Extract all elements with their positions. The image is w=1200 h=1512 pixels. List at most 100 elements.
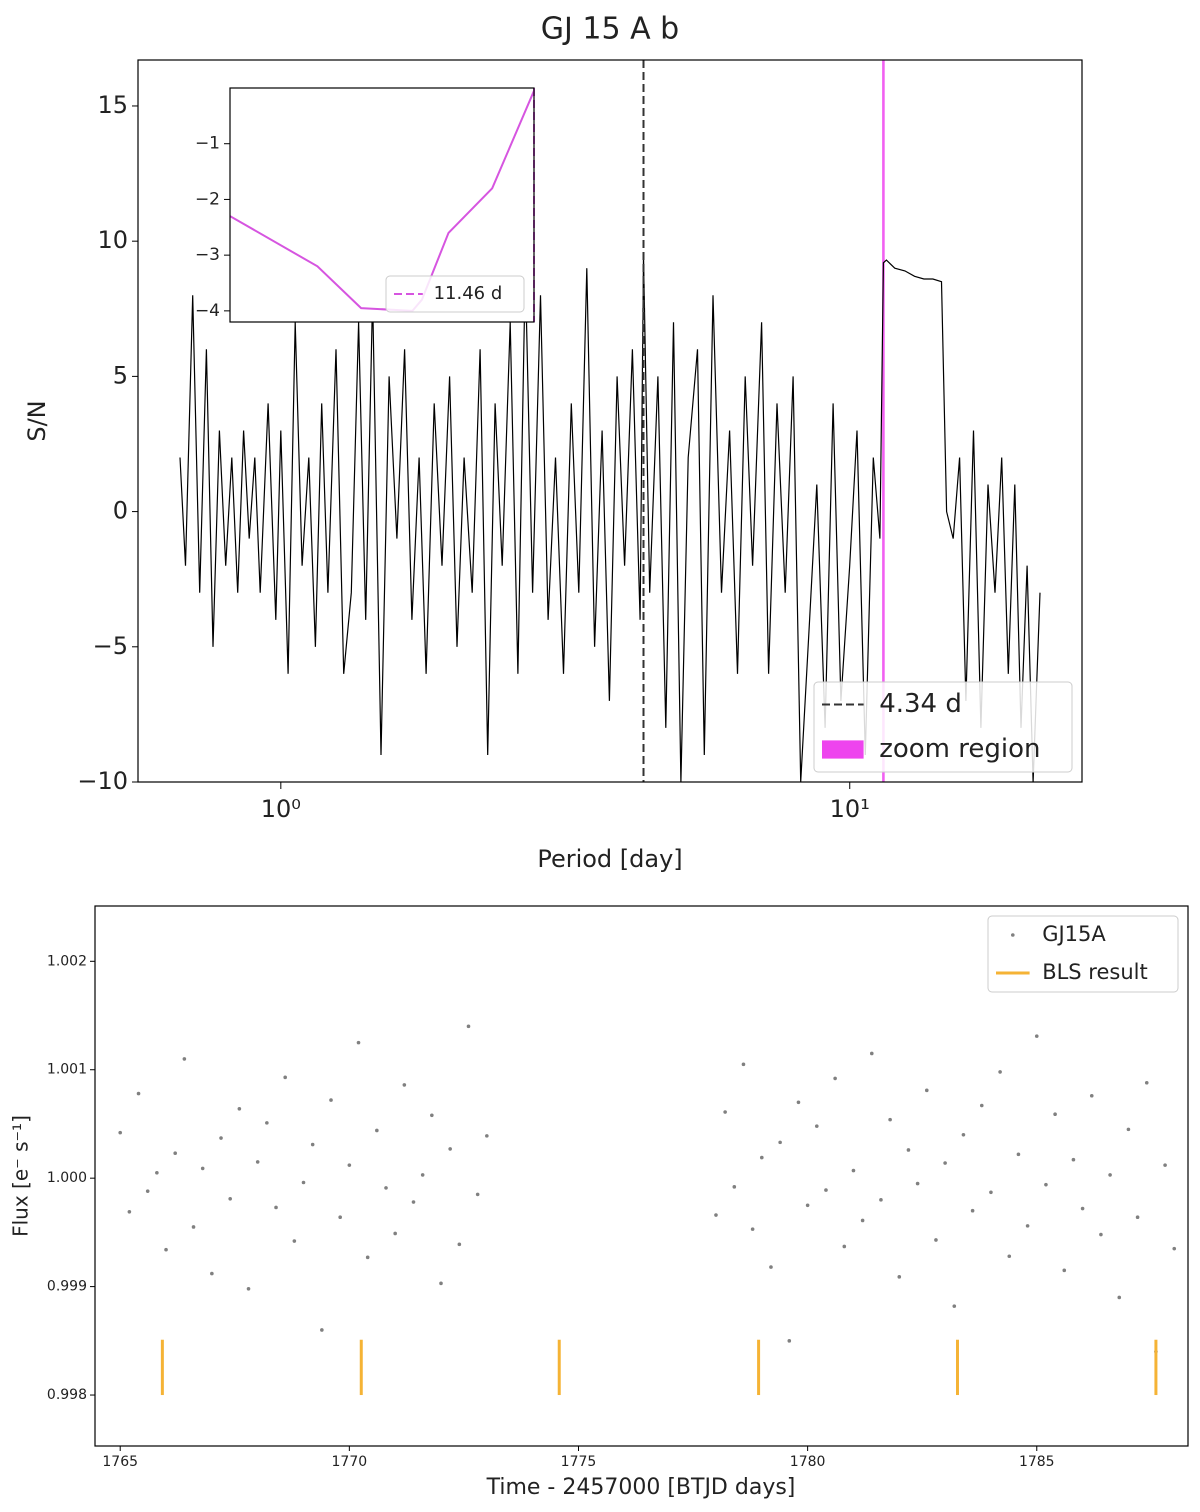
data-point [1071,1157,1076,1162]
legend-label: zoom region [879,734,1040,764]
x-tick-label: 10⁰ [261,795,301,823]
legend-label: GJ15A [1042,922,1106,946]
data-point [741,1062,746,1067]
x-axis-label: Time - 2457000 [BTJD days] [486,1475,796,1500]
y-tick-label: 15 [97,91,128,119]
legend-box [813,681,1073,773]
y-tick-label: 10 [97,226,128,254]
data-point [384,1186,388,1190]
x-tick-label: 1765 [102,1454,138,1470]
legend-box [987,915,1179,993]
data-point [136,1091,141,1096]
data-point [411,1200,416,1204]
legend-label: BLS result [1042,960,1148,984]
data-point [365,1255,370,1260]
y-tick-label: −1 [195,134,220,154]
y-tick-label: 1.001 [47,1062,87,1078]
legend-box [385,275,525,313]
data-point [1117,1295,1122,1300]
data-point [897,1275,902,1279]
data-point [292,1239,297,1243]
data-point [860,1218,865,1223]
data-point [329,1098,333,1102]
x-tick-label: 1785 [1019,1454,1055,1470]
data-point [833,1076,837,1081]
data-point [1053,1112,1057,1116]
data-point [970,1208,975,1213]
data-point [824,1188,828,1192]
data-point [393,1231,397,1236]
data-point [796,1100,801,1105]
data-point [1144,1080,1149,1085]
data-point [375,1128,379,1133]
data-point [769,1265,773,1269]
data-point [173,1151,177,1156]
data-point [1089,1093,1094,1098]
data-point [1034,1034,1039,1038]
data-point [750,1227,755,1231]
data-point [915,1181,920,1186]
data-point [888,1117,892,1122]
data-point [347,1163,352,1167]
data-point [989,1190,993,1195]
data-point [778,1140,782,1145]
data-point [182,1057,187,1061]
data-point [906,1148,911,1152]
data-point [961,1132,966,1137]
data-point [1099,1232,1103,1237]
data-point [338,1215,342,1220]
data-point [210,1271,214,1276]
data-point [952,1304,957,1308]
y-tick-label: 5 [113,361,128,389]
data-point [1016,1152,1021,1157]
data-line [179,254,1041,782]
data-point [1007,1254,1012,1259]
data-point [155,1170,159,1175]
legend-swatch [822,740,864,759]
y-tick-label: −4 [195,301,220,321]
data-point [274,1205,278,1210]
data-point [164,1247,168,1252]
data-point [723,1110,727,1114]
data-point [320,1328,324,1332]
data-point [448,1147,452,1151]
data-point [879,1198,883,1202]
data-point [732,1185,737,1189]
data-point [145,1189,150,1193]
data-point [1044,1182,1048,1187]
data-point [851,1168,856,1173]
data-point [246,1286,251,1291]
data-point [979,1103,984,1108]
data-point [439,1281,443,1286]
y-axis-label: S/N [23,400,51,441]
data-point [787,1339,792,1343]
data-point [228,1196,232,1201]
data-point [420,1173,425,1177]
data-point [237,1106,242,1111]
data-point [283,1075,287,1080]
plot-frame [229,87,535,323]
y-tick-label: 0.998 [47,1387,87,1403]
data-point [1126,1127,1131,1132]
data-point [869,1051,874,1056]
y-tick-label: −5 [93,632,128,660]
data-point [934,1238,938,1242]
y-axis-label: Flux [e⁻ s⁻¹] [9,1115,33,1237]
y-tick-label: 1.002 [47,953,87,969]
data-point [457,1242,462,1247]
legend-swatch [1011,933,1015,937]
data-point [200,1166,205,1171]
data-point [924,1088,929,1093]
x-tick-label: 1770 [332,1454,368,1470]
data-point [1163,1163,1167,1167]
data-point [1080,1206,1085,1211]
data-point [219,1136,223,1140]
data-point [127,1209,132,1214]
data-point [255,1160,260,1164]
data-point [805,1203,810,1208]
y-tick-label: −3 [195,245,220,265]
data-point [191,1225,196,1229]
y-tick-label: 1.000 [47,1170,87,1186]
